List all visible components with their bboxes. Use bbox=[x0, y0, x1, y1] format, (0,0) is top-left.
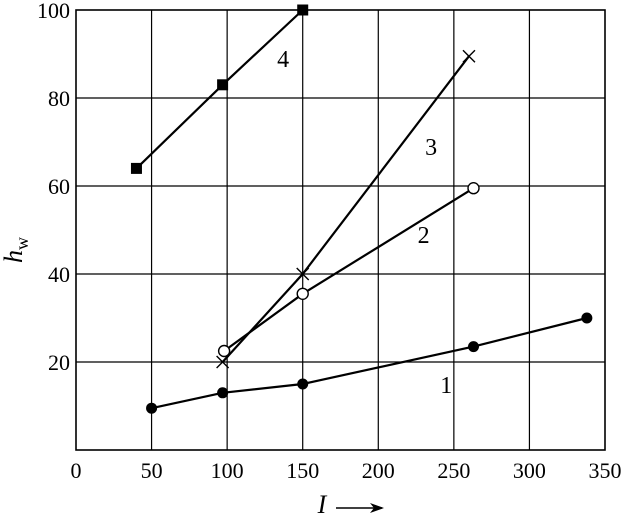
y-tick-label: 60 bbox=[48, 174, 70, 199]
x-axis-title: I bbox=[317, 490, 328, 519]
series-label-3: 3 bbox=[425, 135, 437, 161]
x-tick-label: 0 bbox=[71, 458, 82, 483]
data-point bbox=[467, 181, 480, 195]
data-point bbox=[217, 79, 229, 91]
y-tick-label: 100 bbox=[37, 0, 70, 23]
series-2: 2 bbox=[217, 181, 480, 358]
y-tick-label: 40 bbox=[48, 262, 70, 287]
y-tick-label: 20 bbox=[48, 350, 70, 375]
x-tick-label: 150 bbox=[286, 458, 319, 483]
data-point bbox=[297, 378, 309, 390]
x-tick-label: 50 bbox=[141, 458, 163, 483]
x-axis-arrow bbox=[336, 503, 384, 513]
data-point bbox=[462, 49, 476, 63]
series-4: 4 bbox=[130, 4, 309, 174]
series-3: 3 bbox=[216, 49, 476, 369]
data-point bbox=[297, 4, 309, 16]
grid bbox=[75, 9, 606, 451]
data-point bbox=[217, 344, 231, 358]
plot-frame bbox=[75, 9, 606, 451]
data-point bbox=[216, 355, 230, 369]
y-tick-label: 80 bbox=[48, 86, 70, 111]
x-tick-label: 350 bbox=[589, 458, 622, 483]
data-point bbox=[581, 312, 593, 324]
y-axis-title: hw bbox=[0, 237, 32, 263]
data-point bbox=[217, 387, 229, 399]
x-tick-label: 100 bbox=[211, 458, 244, 483]
data-point bbox=[296, 287, 309, 300]
series-label-1: 1 bbox=[440, 373, 452, 399]
series-line-3 bbox=[221, 55, 470, 363]
x-tick-label: 200 bbox=[362, 458, 395, 483]
series-label-4: 4 bbox=[277, 47, 289, 73]
x-tick-label: 300 bbox=[513, 458, 546, 483]
series-label-2: 2 bbox=[418, 223, 430, 249]
series-1: 1 bbox=[146, 312, 593, 414]
data-point bbox=[468, 341, 480, 353]
data-point bbox=[130, 162, 142, 174]
data-point bbox=[296, 267, 310, 281]
series-line-1 bbox=[151, 316, 588, 410]
x-tick-label: 250 bbox=[437, 458, 470, 483]
data-point bbox=[146, 402, 158, 414]
series-layer: 1 2 3 4 bbox=[130, 4, 593, 414]
labels: 0 50 100 150 200 250 300 350 20 40 60 80 100 bbox=[37, 0, 622, 483]
